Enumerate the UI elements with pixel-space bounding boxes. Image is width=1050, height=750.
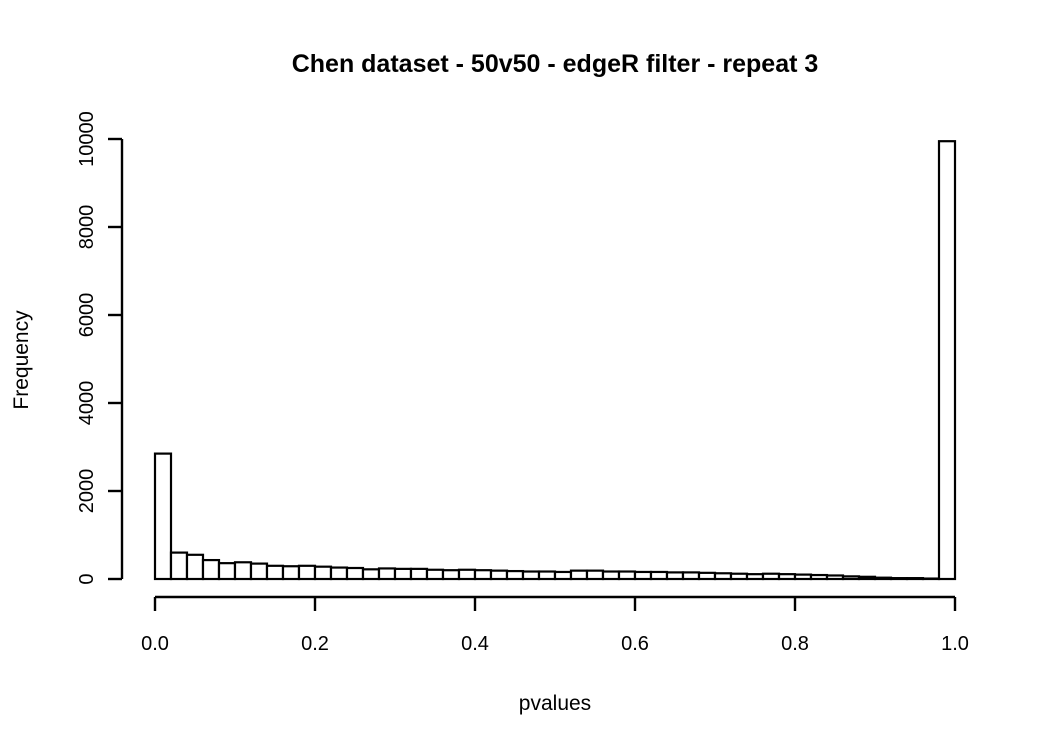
histogram-bar: [457, 568, 477, 581]
histogram-bar: [297, 564, 317, 581]
y-tick-label: 4000: [76, 381, 98, 426]
histogram-bar: [345, 566, 365, 581]
histogram-bar: [281, 565, 301, 581]
histogram-bar: [617, 570, 637, 581]
chart-title: Chen dataset - 50v50 - edgeR filter - re…: [292, 50, 819, 78]
histogram-bar: [889, 577, 909, 581]
histogram-bar: [361, 568, 381, 581]
histogram-bars: [153, 140, 957, 581]
histogram-bar: [153, 452, 173, 581]
histogram-bar: [233, 561, 253, 581]
x-tick-label: 0.0: [141, 633, 169, 655]
x-axis-label: pvalues: [519, 692, 591, 715]
histogram-bar: [777, 573, 797, 581]
histogram-bar: [601, 570, 621, 581]
histogram-bar: [265, 564, 285, 581]
histogram-bar: [409, 567, 429, 581]
histogram-bar: [505, 569, 525, 581]
y-tick-label: 10000: [76, 111, 98, 167]
histogram-bar: [489, 569, 509, 581]
histogram-bar: [537, 570, 557, 581]
histogram-bar: [393, 567, 413, 581]
histogram-bar: [825, 574, 845, 581]
histogram-bar: [553, 570, 573, 581]
histogram-bar: [185, 553, 205, 581]
x-tick-label: 0.2: [301, 633, 329, 655]
histogram-bar: [201, 558, 221, 581]
y-tick-label: 8000: [76, 205, 98, 250]
histogram-bar: [745, 573, 765, 581]
histogram-bar: [729, 572, 749, 581]
x-tick-label: 0.8: [781, 633, 809, 655]
histogram-bar: [329, 566, 349, 581]
histogram-bar: [681, 571, 701, 581]
histogram-bar: [473, 569, 493, 581]
histogram-bar: [585, 569, 605, 581]
histogram-bar: [905, 577, 925, 581]
histogram-bar: [377, 567, 397, 581]
histogram-bar: [873, 576, 893, 581]
x-tick-label: 1.0: [941, 633, 969, 655]
histogram-bar: [633, 570, 653, 581]
x-axis: 0.0 0.2 0.4 0.6 0.8 1.0: [141, 595, 969, 655]
x-tick-label: 0.6: [621, 633, 649, 655]
histogram-bar: [521, 570, 541, 581]
histogram-bar: [793, 573, 813, 581]
histogram-bar: [249, 562, 269, 581]
histogram-bar: [713, 572, 733, 581]
histogram-bar: [841, 575, 861, 581]
histogram-bar: [761, 572, 781, 581]
x-tick-label: 0.4: [461, 633, 489, 655]
y-tick-label: 2000: [76, 469, 98, 514]
y-axis: 0 2000 4000 6000 8000 10000: [76, 111, 124, 585]
histogram-bar: [313, 565, 333, 581]
histogram-bar: [697, 571, 717, 581]
histogram-bar: [665, 571, 685, 581]
y-axis-label: Frequency: [10, 310, 33, 410]
y-tick-label: 0: [76, 573, 98, 584]
histogram-bar: [649, 570, 669, 581]
histogram-bar: [425, 568, 445, 581]
histogram-bar: [857, 575, 877, 581]
histogram-bar: [569, 569, 589, 581]
histogram-bar: [809, 573, 829, 581]
histogram-bar: [441, 569, 461, 581]
y-tick-label: 6000: [76, 293, 98, 338]
histogram-bar: [217, 562, 237, 581]
histogram-bar: [937, 140, 957, 581]
histogram-bar: [169, 551, 189, 581]
